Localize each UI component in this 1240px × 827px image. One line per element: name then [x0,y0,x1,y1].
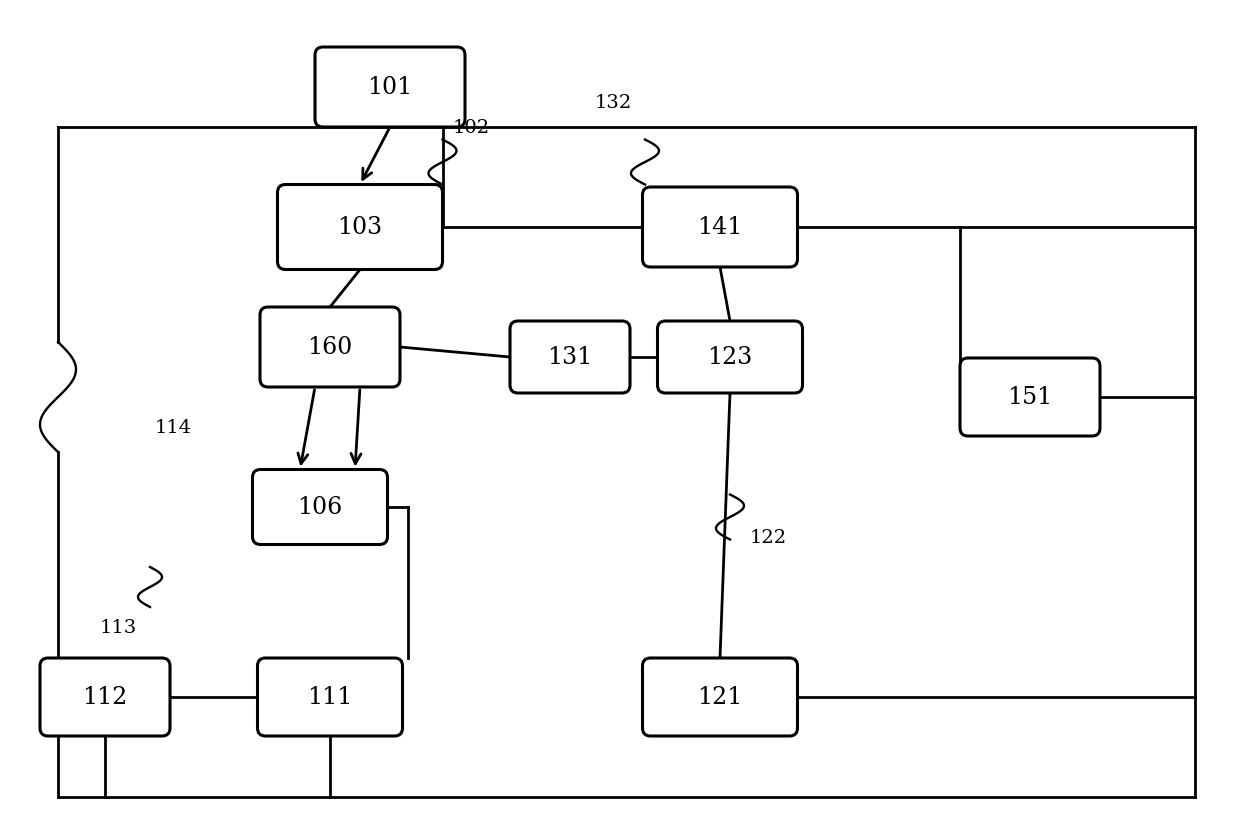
Text: 121: 121 [697,686,743,709]
Text: 111: 111 [308,686,352,709]
Text: 102: 102 [453,119,490,136]
Text: 151: 151 [1007,386,1053,409]
Text: 103: 103 [337,216,383,239]
Text: 101: 101 [367,76,413,99]
FancyBboxPatch shape [642,188,797,268]
Text: 113: 113 [100,619,138,636]
FancyBboxPatch shape [258,658,403,736]
Text: 122: 122 [750,528,787,547]
Text: 132: 132 [595,94,632,112]
FancyBboxPatch shape [657,322,802,394]
Text: 114: 114 [155,418,192,437]
Text: 131: 131 [547,346,593,369]
FancyBboxPatch shape [253,470,388,545]
FancyBboxPatch shape [960,359,1100,437]
FancyBboxPatch shape [40,658,170,736]
FancyBboxPatch shape [642,658,797,736]
Text: 106: 106 [298,496,342,519]
FancyBboxPatch shape [260,308,401,388]
Text: 141: 141 [697,216,743,239]
FancyBboxPatch shape [278,185,443,270]
Text: 112: 112 [82,686,128,709]
FancyBboxPatch shape [510,322,630,394]
Text: 160: 160 [308,336,352,359]
Text: 123: 123 [707,346,753,369]
FancyBboxPatch shape [315,48,465,128]
